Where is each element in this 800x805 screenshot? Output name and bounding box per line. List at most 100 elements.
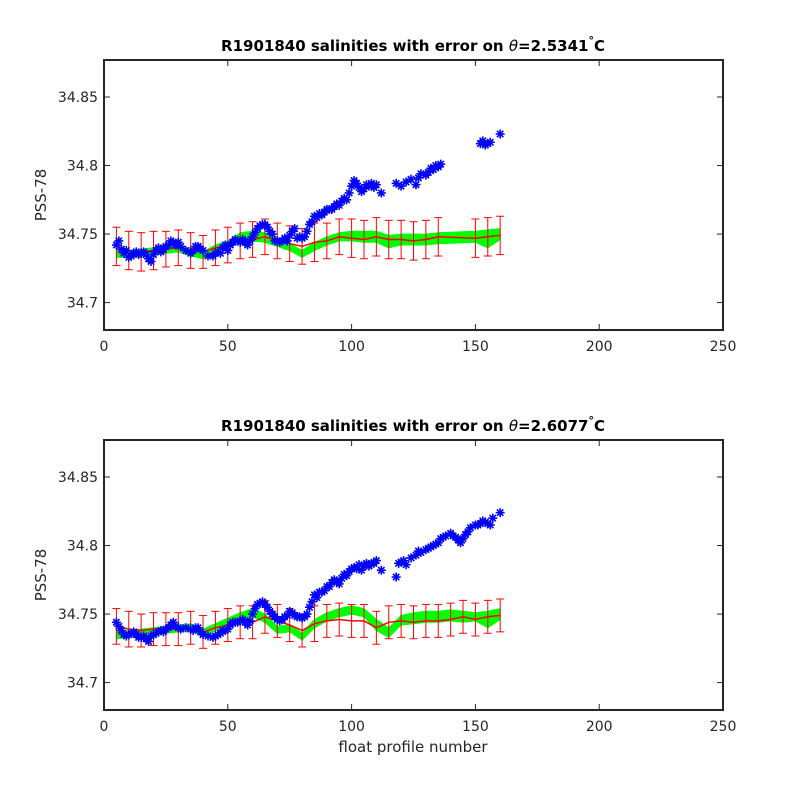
- asterisk-stroke: [488, 514, 497, 522]
- asterisk-stroke: [372, 180, 381, 189]
- top-error-bar: [322, 222, 331, 260]
- bottom-axes-background: [104, 440, 723, 710]
- top-float-point: [198, 246, 208, 256]
- asterisk-stroke: [268, 230, 277, 238]
- bottom-axes-frame: [103, 439, 724, 711]
- top-title-theta: θ: [509, 37, 518, 55]
- asterisk-stroke: [181, 246, 190, 255]
- bottom-error-bar: [496, 598, 505, 633]
- top-float-point: [376, 188, 386, 198]
- bottom-error-bar: [124, 610, 133, 648]
- top-title-prefix: R1901840 salinities with error on: [221, 37, 509, 55]
- bottom-float-point: [371, 556, 381, 566]
- bottom-error-bar: [372, 610, 381, 645]
- top-title: R1901840 salinities with error on θ=2.53…: [221, 34, 605, 55]
- asterisk-stroke: [496, 508, 504, 517]
- bottom-y-tick-label: 34.7: [67, 676, 98, 692]
- bottom-title: R1901840 salinities with error on θ=2.60…: [221, 414, 605, 435]
- bottom-error-bar: [322, 603, 331, 638]
- top-error-bar: [347, 218, 356, 258]
- bottom-error-bar: [434, 603, 443, 638]
- asterisk-stroke: [486, 138, 495, 146]
- asterisk-stroke: [342, 196, 351, 204]
- bottom-ticks: 0 50 100 150 200 250 34.7 34.75 34.8 34.85: [58, 440, 736, 735]
- top-ticks: 0 50 100 150 200 250 34.7 34.75 34.8 34.85: [58, 60, 736, 355]
- asterisk-stroke: [377, 189, 386, 197]
- asterisk-stroke: [352, 179, 361, 188]
- top-x-tick-label: 50: [219, 339, 237, 355]
- bottom-title-theta: θ: [509, 417, 518, 435]
- asterisk-stroke: [194, 624, 202, 632]
- top-float-point: [495, 129, 505, 139]
- bottom-float-point: [488, 513, 498, 523]
- asterisk-stroke: [142, 250, 150, 259]
- asterisk-stroke: [263, 603, 272, 611]
- top-y-tick-label: 34.8: [67, 159, 98, 175]
- asterisk-stroke: [496, 130, 504, 138]
- top-float-point: [436, 159, 446, 169]
- top-y-axis-label: PSS-78: [32, 169, 50, 222]
- asterisk-stroke: [174, 238, 183, 247]
- asterisk-stroke: [177, 242, 185, 251]
- top-error-bar: [372, 217, 381, 257]
- top-float-point: [267, 229, 277, 239]
- bottom-x-tick-label: 200: [586, 719, 613, 735]
- top-float-point: [146, 256, 156, 266]
- asterisk-stroke: [303, 227, 311, 236]
- top-error-bar: [211, 229, 220, 267]
- asterisk-stroke: [117, 626, 126, 635]
- asterisk-stroke: [392, 573, 400, 581]
- asterisk-stroke: [377, 566, 386, 574]
- top-y-tick-label: 34.7: [67, 296, 98, 312]
- top-error-bar: [384, 219, 393, 260]
- asterisk-stroke: [169, 618, 178, 627]
- asterisk-stroke: [263, 223, 272, 231]
- top-error-bar: [409, 221, 418, 261]
- top-y-tick-label: 34.85: [58, 90, 98, 106]
- bottom-error-bar: [471, 602, 480, 637]
- asterisk-stroke: [290, 224, 299, 233]
- bottom-y-tick-label: 34.8: [67, 539, 98, 555]
- top-error-bar: [496, 215, 505, 256]
- asterisk-stroke: [122, 246, 131, 255]
- top-float-point: [485, 137, 495, 147]
- bottom-float-point: [391, 572, 401, 582]
- bottom-float-point: [485, 520, 495, 530]
- bottom-float-point: [312, 593, 322, 603]
- asterisk-stroke: [436, 160, 445, 168]
- top-error-bar: [421, 219, 430, 260]
- bottom-float-point: [302, 609, 312, 619]
- bottom-x-tick-label: 0: [100, 719, 109, 735]
- bottom-panel: 0 50 100 150 200 250 34.7 34.75 34.8 34.85 R19018…: [32, 414, 736, 756]
- top-axes-frame: [103, 59, 724, 331]
- bottom-float-point: [245, 616, 255, 626]
- top-float-point: [114, 236, 124, 246]
- asterisk-stroke: [399, 556, 408, 565]
- bottom-error-bar: [446, 602, 455, 637]
- bottom-float-point: [495, 508, 505, 518]
- bottom-y-tick-label: 34.85: [58, 470, 98, 486]
- bottom-float-point: [376, 565, 386, 575]
- bottom-error-bar: [397, 603, 406, 638]
- bottom-error-bar: [459, 599, 468, 634]
- asterisk-stroke: [199, 246, 207, 255]
- top-panel: 0 50 100 150 200 250 34.7 34.75 34.8 34.85 R19018…: [32, 34, 736, 355]
- top-x-tick-label: 150: [462, 339, 489, 355]
- bottom-error-bar: [335, 602, 344, 637]
- asterisk-stroke: [303, 610, 311, 618]
- bottom-error-bar: [421, 603, 430, 638]
- asterisk-stroke: [392, 179, 400, 188]
- bottom-error-bar: [384, 605, 393, 640]
- bottom-title-value: =2.6077: [518, 417, 588, 435]
- bottom-float-point: [401, 560, 411, 570]
- bottom-x-tick-label: 250: [710, 719, 737, 735]
- top-x-tick-label: 0: [100, 339, 109, 355]
- top-x-tick-label: 200: [586, 339, 613, 355]
- bottom-x-axis-label: float profile number: [338, 738, 488, 756]
- top-x-tick-label: 100: [338, 339, 365, 355]
- bottom-title-degree: °: [588, 414, 594, 427]
- bottom-error-bar: [149, 612, 158, 647]
- bottom-title-unit: C: [594, 417, 605, 435]
- top-float-point: [302, 226, 312, 236]
